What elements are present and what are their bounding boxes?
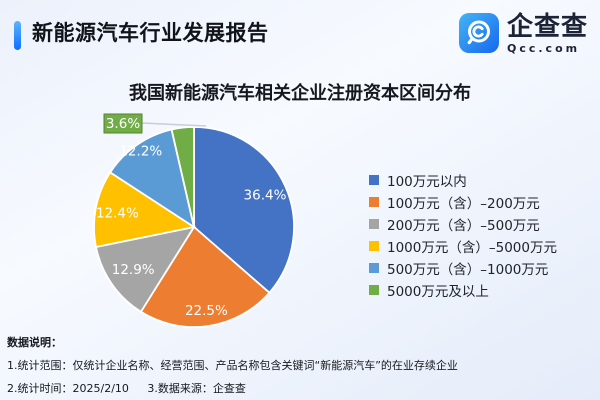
notes-scope: 1.统计范围：仅统计企业名称、经营范围、产品名称包含关键词“新能源汽车”的在业存… <box>7 359 458 372</box>
pie-slice-0 <box>193 126 295 294</box>
pie-callout: 3.6% <box>103 113 207 134</box>
callout-box <box>103 113 143 134</box>
legend-item-3: 1000万元（含）–5000万元 <box>369 235 557 257</box>
legend-swatch <box>369 285 379 295</box>
legend-swatch <box>369 175 379 185</box>
legend-swatch <box>369 263 379 273</box>
header-accent-bar <box>14 21 21 50</box>
pie-slice-3 <box>93 171 197 249</box>
notes-heading: 数据说明： <box>7 336 62 349</box>
pie-label-2: 12.9% <box>112 262 155 278</box>
report-title: 新能源汽车行业发展报告 <box>32 21 269 45</box>
legend-item-0: 100万元以内 <box>369 169 557 191</box>
chart-legend: 100万元以内 100万元（含）–200万元 200万元（含）–500万元 1000万… <box>369 169 557 301</box>
notes-time: 2.统计时间：2025/2/10 <box>7 382 129 395</box>
qcc-brand-name: 企查查 <box>506 12 588 42</box>
notes-row: 2.统计时间：2025/2/10 3.数据来源：企查查 <box>7 377 595 400</box>
pie-slice-4 <box>108 128 196 229</box>
qcc-domain: Qcc.com <box>506 42 581 55</box>
pie-label-4: 12.2% <box>119 144 162 160</box>
pie-label-0: 36.4% <box>244 188 287 204</box>
legend-label: 5000万元及以上 <box>387 284 489 300</box>
qcc-magnifier-icon <box>458 13 499 53</box>
chart-title: 我国新能源汽车相关企业注册资本区间分布 <box>129 83 471 104</box>
legend-label: 100万元（含）–200万元 <box>387 196 540 212</box>
legend-label: 200万元（含）–500万元 <box>387 218 540 234</box>
legend-swatch <box>369 219 379 229</box>
legend-item-1: 100万元（含）–200万元 <box>369 191 557 213</box>
pie-slice-2 <box>94 225 196 314</box>
legend-swatch <box>369 197 379 207</box>
qcc-logo: 企查查 Qcc.com <box>458 13 588 55</box>
legend-item-5: 5000万元及以上 <box>369 279 557 301</box>
pie-label-3: 12.4% <box>96 205 139 221</box>
legend-label: 1000万元（含）–5000万元 <box>387 240 557 256</box>
legend-swatch <box>369 241 379 251</box>
pie-label-5: 3.6% <box>106 116 140 132</box>
legend-label: 100万元以内 <box>387 174 467 190</box>
legend-item-4: 500万元（含）–1000万元 <box>369 257 557 279</box>
qcc-logo-text: 企查查 Qcc.com <box>507 13 588 55</box>
notes-source: 3.数据来源：企查查 <box>147 382 246 395</box>
pie-slice-1 <box>139 225 271 328</box>
legend-label: 500万元（含）–1000万元 <box>387 262 549 278</box>
data-notes: 数据说明： 1.统计范围：仅统计企业名称、经营范围、产品名称包含关键词“新能源汽… <box>7 331 595 400</box>
pie-label-1: 22.5% <box>185 303 228 319</box>
callout-leader-line <box>141 122 207 127</box>
pie-slice-5 <box>170 126 195 228</box>
legend-item-2: 200万元（含）–500万元 <box>369 213 557 235</box>
